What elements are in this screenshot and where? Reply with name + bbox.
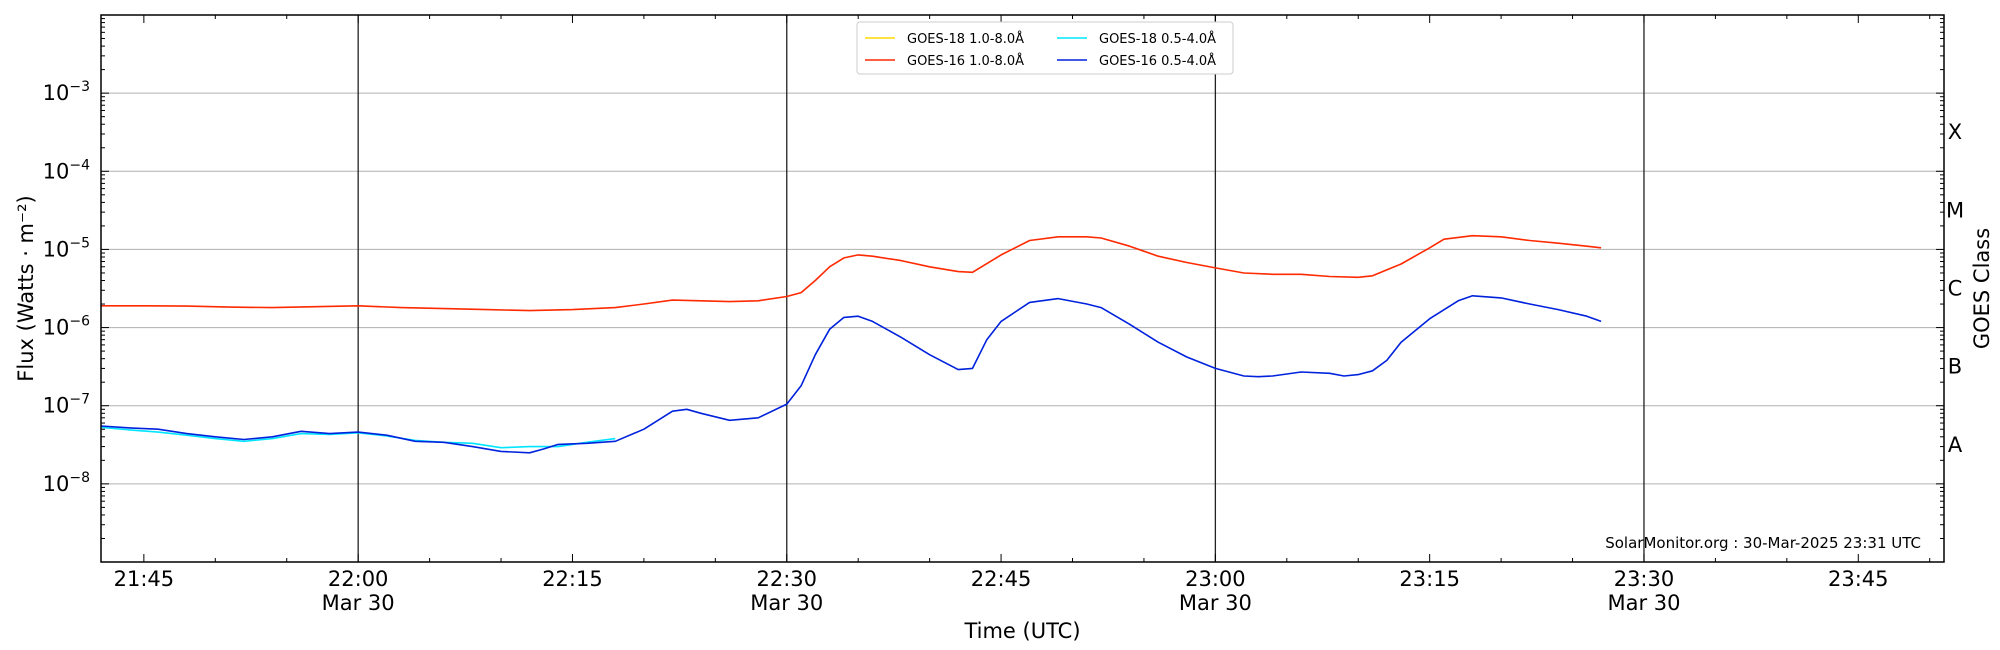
goes-class-label: B [1948,355,1962,379]
legend: GOES-18 1.0-8.0Å GOES-18 0.5-4.0Å GOES-16 … [856,21,1234,75]
goes-class-label: A [1948,433,1963,457]
x-tick-date-label: Mar 30 [322,591,395,615]
y-tick-exponent: −8 [69,470,90,486]
x-tick-date-label: Mar 30 [750,591,823,615]
y-tick-label: 10−6 [43,314,90,340]
legend-label: GOES-16 0.5-4.0Å [1099,53,1216,69]
series-layer [100,234,1602,454]
x-tick-label: 23:00 [1185,567,1246,591]
x-tick-date-label: Mar 30 [1179,591,1252,615]
goes-class-labels: X M C B A [1946,120,1964,457]
x-tick-label: 23:15 [1399,567,1460,591]
x-tick-label: 22:00 [328,567,389,591]
y-tick-exponent: −7 [69,392,90,408]
y-tick-exponent: −3 [69,79,90,95]
x-tick-label: 23:45 [1828,567,1889,591]
y-tick-base: 10 [43,159,70,183]
goes-class-label: M [1946,198,1964,222]
x-tick-label: 21:45 [114,567,175,591]
y-tick-base: 10 [43,394,70,418]
legend-label: GOES-18 1.0-8.0Å [907,31,1024,47]
series-line [100,295,1602,454]
x-axis-label: Time (UTC) [963,619,1080,643]
y-tick-label: 10−5 [43,235,90,261]
y-axis-label: Flux (Watts · m⁻²) [14,195,38,381]
legend-label: GOES-18 0.5-4.0Å [1099,31,1216,47]
goes-class-label: C [1948,277,1963,301]
grid-layer [101,92,1944,485]
legend-label: GOES-16 1.0-8.0Å [907,53,1024,69]
y-tick-label: 10−7 [43,392,90,418]
y-tick-label: 10−3 [43,79,90,105]
x-tick-label: 23:30 [1614,567,1675,591]
plot-frame [100,14,1945,563]
x-tick-label: 22:15 [542,567,603,591]
x-tick-label: 22:30 [757,567,818,591]
y-tick-exponent: −4 [69,157,90,173]
y-tick-base: 10 [43,237,70,261]
y-tick-exponent: −6 [69,314,90,330]
goes-class-label: X [1948,120,1962,144]
series-line [101,234,1602,312]
y-tick-base: 10 [43,81,70,105]
y-tick-base: 10 [43,472,70,496]
right-axis-label: GOES Class [1970,228,1994,349]
y-tick-label: 10−8 [43,470,90,496]
day-boundary-lines [357,15,1645,562]
x-tick-label: 22:45 [971,567,1032,591]
y-tick-label: 10−4 [43,157,90,183]
y-axis-ticks: 10−310−410−510−610−710−8 [43,18,1944,563]
credit-text: SolarMonitor.org : 30-Mar-2025 23:31 UTC [1605,534,1921,552]
legend-box [856,21,1234,75]
y-tick-exponent: −5 [69,235,90,251]
y-tick-base: 10 [43,316,70,340]
x-tick-date-label: Mar 30 [1607,591,1680,615]
